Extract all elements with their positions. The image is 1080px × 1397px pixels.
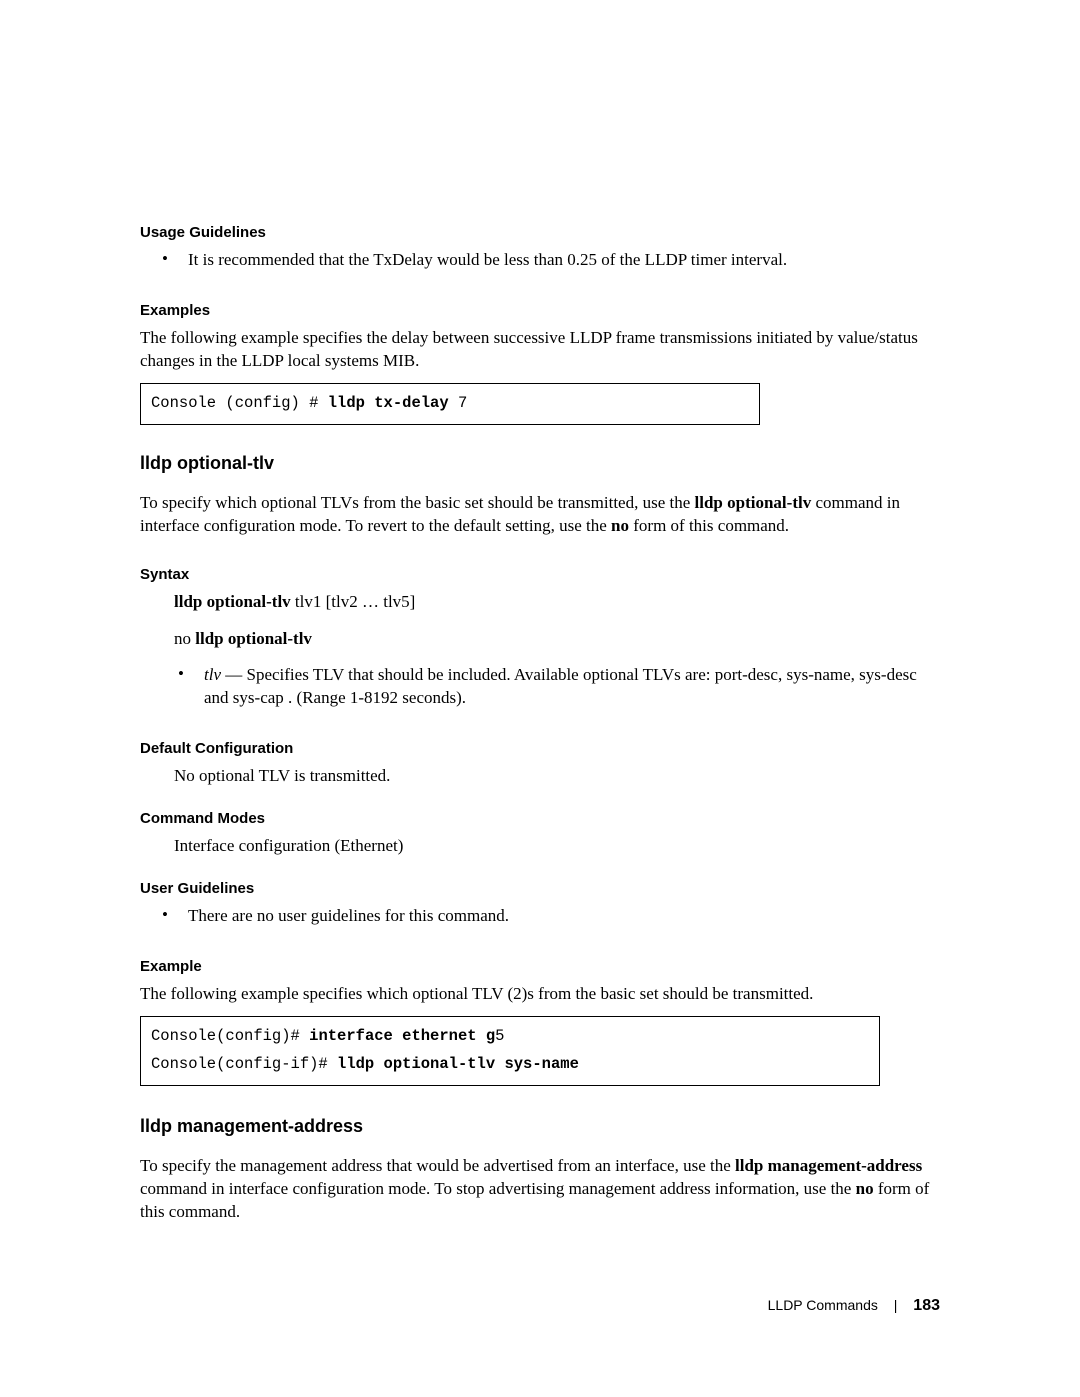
code-cmd: lldp optional-tlv sys-name — [337, 1055, 579, 1073]
syntax-pre: no — [174, 629, 195, 648]
code-box-tx-delay: Console (config) # lldp tx-delay 7 — [140, 383, 760, 425]
code-box-interface: Console(config)# interface ethernet g5 C… — [140, 1016, 880, 1086]
code-cmd: interface ethernet g — [309, 1027, 495, 1045]
user-guidelines-bullet: • There are no user guidelines for this … — [162, 905, 940, 928]
para-bold: lldp management-address — [735, 1156, 922, 1175]
page-number: 183 — [913, 1297, 940, 1314]
para-bold: lldp optional-tlv — [695, 493, 812, 512]
default-config-text: No optional TLV is transmitted. — [174, 765, 940, 788]
bullet-text: tlv — Specifies TLV that should be inclu… — [204, 664, 940, 710]
syntax-bold: lldp optional-tlv — [195, 629, 312, 648]
section1-para: To specify which optional TLVs from the … — [140, 492, 940, 538]
user-guidelines-heading: User Guidelines — [140, 880, 940, 897]
syntax-line2: no lldp optional-tlv — [174, 628, 940, 651]
syntax-bold: lldp optional-tlv — [174, 592, 291, 611]
examples-para: The following example specifies the dela… — [140, 327, 940, 373]
para-text: form of this command. — [629, 516, 789, 535]
code-prefix: Console(config)# — [151, 1027, 309, 1045]
code-prefix: Console(config-if)# — [151, 1055, 337, 1073]
section2-para: To specify the management address that w… — [140, 1155, 940, 1224]
para-bold: no — [611, 516, 629, 535]
footer-sep: | — [894, 1297, 898, 1313]
syntax-line1: lldp optional-tlv tlv1 [tlv2 … tlv5] — [174, 591, 940, 614]
code-line-2: Console(config-if)# lldp optional-tlv sy… — [151, 1051, 869, 1079]
code-line-1: Console(config)# interface ethernet g5 — [151, 1023, 869, 1051]
code-suffix: 5 — [495, 1027, 504, 1045]
para-text: To specify the management address that w… — [140, 1156, 735, 1175]
code-prefix: Console (config) # — [151, 394, 328, 412]
para-text: command in interface configuration mode.… — [140, 1179, 856, 1198]
bullet-icon: • — [162, 249, 188, 272]
syntax-heading: Syntax — [140, 566, 940, 583]
tlv-italic: tlv — [204, 665, 221, 684]
example-heading: Example — [140, 958, 940, 975]
command-modes-heading: Command Modes — [140, 810, 940, 827]
usage-guidelines-heading: Usage Guidelines — [140, 224, 940, 241]
default-config-heading: Default Configuration — [140, 740, 940, 757]
bullet-text: There are no user guidelines for this co… — [188, 905, 509, 928]
para-bold: no — [856, 1179, 874, 1198]
bullet-icon: • — [178, 664, 204, 710]
usage-guidelines-bullet: • It is recommended that the TxDelay wou… — [162, 249, 940, 272]
lldp-optional-tlv-heading: lldp optional-tlv — [140, 453, 940, 474]
document-page: Usage Guidelines • It is recommended tha… — [0, 0, 1080, 1224]
examples-heading: Examples — [140, 302, 940, 319]
code-suffix: 7 — [449, 394, 468, 412]
footer-label: LLDP Commands — [768, 1297, 878, 1313]
tlv-rest: — Specifies TLV that should be included.… — [204, 665, 917, 707]
example-para: The following example specifies which op… — [140, 983, 940, 1006]
bullet-icon: • — [162, 905, 188, 928]
para-text: To specify which optional TLVs from the … — [140, 493, 695, 512]
page-footer: LLDP Commands | 183 — [768, 1297, 940, 1315]
command-modes-text: Interface configuration (Ethernet) — [174, 835, 940, 858]
lldp-management-address-heading: lldp management-address — [140, 1116, 940, 1137]
bullet-text: It is recommended that the TxDelay would… — [188, 249, 787, 272]
syntax-rest: tlv1 [tlv2 … tlv5] — [291, 592, 416, 611]
syntax-bullet: • tlv — Specifies TLV that should be inc… — [178, 664, 940, 710]
code-cmd: lldp tx-delay — [328, 394, 449, 412]
